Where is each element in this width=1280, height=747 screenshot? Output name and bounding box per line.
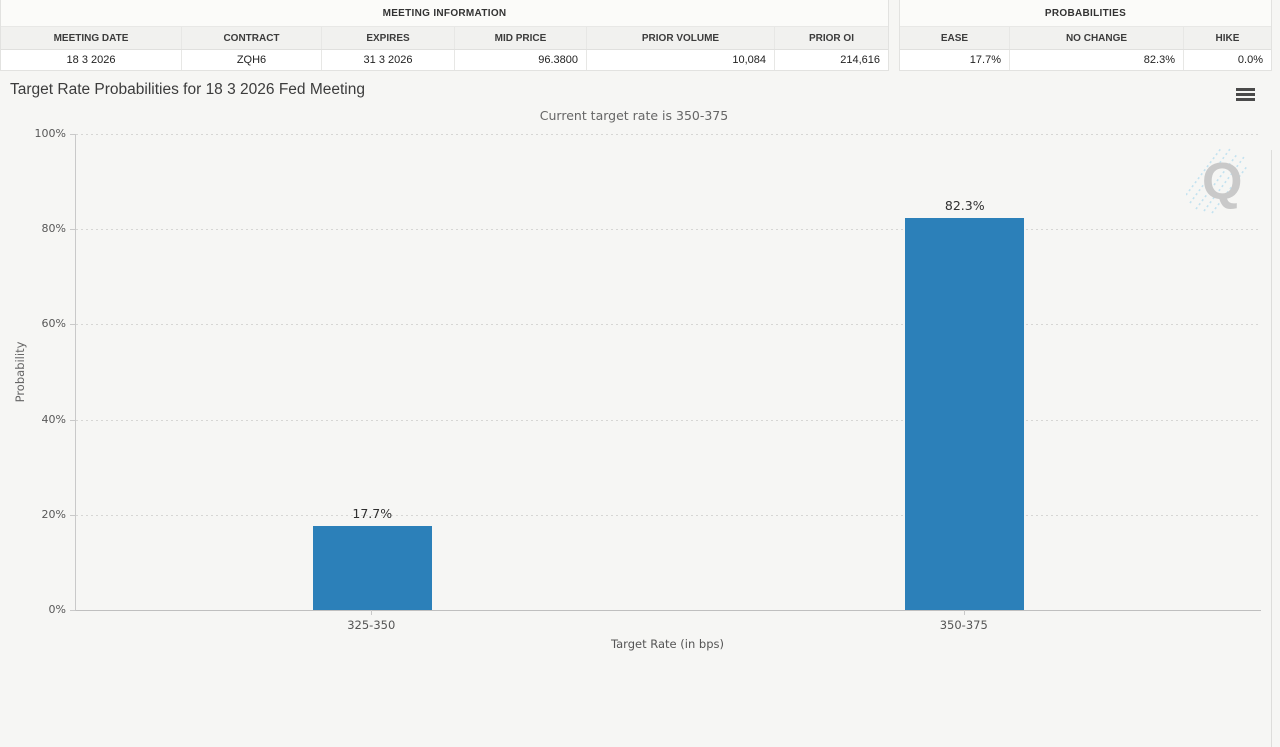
meeting-information-table: MEETING INFORMATION MEETING DATE CONTRAC… <box>0 0 889 71</box>
header-expires: EXPIRES <box>321 27 454 49</box>
page-right-edge-divider <box>1271 150 1272 747</box>
value-prior-oi: 214,616 <box>774 50 888 70</box>
value-mid-price: 96.3800 <box>454 50 586 70</box>
y-axis-tick <box>70 229 75 231</box>
quikstrike-watermark: Q <box>1185 141 1256 219</box>
x-axis-tick <box>963 610 965 615</box>
header-meeting-date: MEETING DATE <box>53 33 129 44</box>
watermark-letter: Q <box>1202 153 1242 211</box>
probabilities-value-row: 17.7% 82.3% 0.0% <box>900 50 1271 70</box>
top-tables-band: MEETING INFORMATION MEETING DATE CONTRAC… <box>0 0 1272 71</box>
chart-subtitle: Current target rate is 350-375 <box>539 108 729 123</box>
bar-325-350[interactable] <box>312 525 432 610</box>
chart-context-menu-icon[interactable] <box>1236 88 1255 102</box>
value-ease: 17.7% <box>969 54 1001 66</box>
value-prior-volume: 10,084 <box>586 50 774 70</box>
probabilities-section-title: PROBABILITIES <box>900 0 1271 27</box>
meeting-information-value-row: 18 3 2026 ZQH6 31 3 2026 96.3800 10,084 … <box>1 50 888 70</box>
y-axis-tick <box>70 514 75 516</box>
y-axis-label: 40% <box>41 412 66 426</box>
header-hike: HIKE <box>1183 27 1271 49</box>
header-prior-volume: PRIOR VOLUME <box>586 27 774 49</box>
x-axis-label: 325-350 <box>347 618 396 632</box>
probabilities-header-row: EASE NO CHANGE HIKE <box>900 27 1271 50</box>
header-no-change: NO CHANGE <box>1009 27 1183 49</box>
gridline <box>76 419 1261 421</box>
bar-value-label: 17.7% <box>352 505 393 521</box>
y-axis-title: Probability <box>13 341 27 403</box>
header-mid-price: MID PRICE <box>454 27 586 49</box>
gridline <box>76 134 1261 135</box>
plot-area: 17.7% 82.3% <box>75 134 1261 611</box>
y-axis-tick <box>70 134 75 135</box>
y-axis-tick <box>70 324 75 326</box>
bar-350-375[interactable] <box>905 218 1025 610</box>
gridline <box>76 324 1261 326</box>
value-no-change: 82.3% <box>1009 50 1183 70</box>
chart-title: Target Rate Probabilities for 18 3 2026 … <box>10 81 365 98</box>
bar-value-label: 82.3% <box>944 198 985 214</box>
y-axis-label: 0% <box>48 603 66 616</box>
x-axis-tick <box>371 610 373 615</box>
y-axis-label: 80% <box>41 222 66 236</box>
header-contract: CONTRACT <box>181 27 321 49</box>
probabilities-table: PROBABILITIES EASE NO CHANGE HIKE 17.7% … <box>899 0 1272 71</box>
chart-area: Target Rate Probabilities for 18 3 2026 … <box>0 75 1272 747</box>
header-ease: EASE <box>940 33 969 44</box>
gridline <box>76 514 1261 516</box>
gridline <box>76 229 1261 231</box>
y-axis-label: 60% <box>41 317 66 331</box>
value-expires: 31 3 2026 <box>321 50 454 70</box>
y-axis-tick <box>70 610 75 611</box>
y-axis-label: 100% <box>34 127 66 140</box>
meeting-information-header-row: MEETING DATE CONTRACT EXPIRES MID PRICE … <box>1 27 888 50</box>
x-axis-label: 350-375 <box>939 618 988 632</box>
value-meeting-date: 18 3 2026 <box>66 54 116 66</box>
y-axis-label: 20% <box>41 507 66 521</box>
value-contract: ZQH6 <box>181 50 321 70</box>
header-prior-oi: PRIOR OI <box>774 27 888 49</box>
meeting-information-section-title: MEETING INFORMATION <box>1 0 888 27</box>
y-axis-tick <box>70 419 75 421</box>
value-hike: 0.0% <box>1183 50 1271 70</box>
x-axis-title: Target Rate (in bps) <box>611 637 724 651</box>
